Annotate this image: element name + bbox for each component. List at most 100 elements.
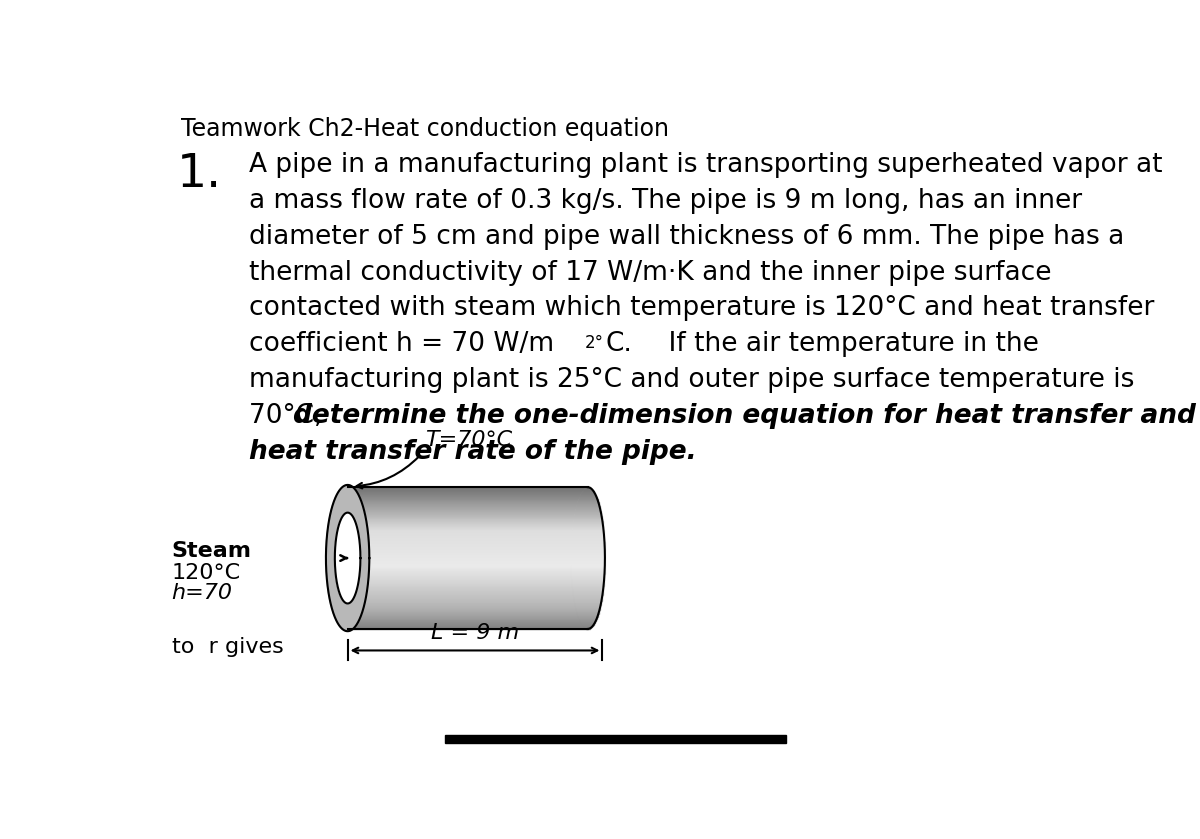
- Bar: [348, 624, 588, 625]
- Bar: [348, 625, 588, 626]
- Bar: [348, 565, 588, 566]
- Bar: [348, 491, 588, 492]
- Bar: [576, 508, 600, 509]
- Text: Teamwork Ch2-Heat conduction equation: Teamwork Ch2-Heat conduction equation: [181, 117, 670, 141]
- Bar: [348, 548, 588, 549]
- Bar: [348, 599, 588, 600]
- Bar: [348, 580, 588, 581]
- Bar: [348, 572, 588, 573]
- Bar: [572, 527, 604, 528]
- Bar: [348, 541, 588, 542]
- Bar: [348, 527, 588, 528]
- Bar: [348, 615, 588, 616]
- Bar: [572, 533, 604, 534]
- Bar: [572, 581, 604, 582]
- Bar: [348, 535, 588, 536]
- Bar: [572, 592, 602, 593]
- Bar: [571, 557, 605, 558]
- Bar: [348, 490, 588, 491]
- Bar: [577, 503, 599, 504]
- Bar: [576, 505, 599, 506]
- Bar: [574, 599, 601, 600]
- Bar: [348, 610, 588, 611]
- Bar: [580, 618, 596, 619]
- Bar: [571, 552, 605, 554]
- Bar: [571, 539, 605, 540]
- Bar: [571, 547, 605, 548]
- Bar: [574, 595, 602, 596]
- Bar: [348, 607, 588, 608]
- Bar: [348, 556, 588, 557]
- Bar: [572, 529, 604, 531]
- Bar: [571, 559, 605, 560]
- Bar: [348, 587, 588, 588]
- Bar: [348, 594, 588, 595]
- Bar: [348, 604, 588, 605]
- Bar: [571, 542, 605, 543]
- Bar: [581, 622, 595, 623]
- Text: heat transfer rate of the pipe.: heat transfer rate of the pipe.: [250, 439, 697, 465]
- Bar: [348, 579, 588, 580]
- Bar: [586, 628, 590, 629]
- Bar: [576, 509, 600, 510]
- Bar: [572, 589, 604, 590]
- Bar: [571, 567, 605, 569]
- Bar: [348, 578, 588, 579]
- Bar: [348, 603, 588, 604]
- Bar: [348, 552, 588, 554]
- Bar: [571, 551, 605, 552]
- Bar: [348, 511, 588, 512]
- Bar: [575, 601, 601, 602]
- Bar: [348, 558, 588, 559]
- Bar: [571, 534, 604, 535]
- Bar: [571, 577, 605, 578]
- Bar: [348, 539, 588, 540]
- Bar: [348, 600, 588, 601]
- Bar: [572, 526, 604, 527]
- Bar: [348, 546, 588, 547]
- Bar: [348, 609, 588, 610]
- Bar: [348, 502, 588, 503]
- Bar: [575, 513, 601, 514]
- Bar: [584, 627, 592, 628]
- Text: thermal conductivity of 17 W/m·K and the inner pipe surface: thermal conductivity of 17 W/m·K and the…: [250, 260, 1051, 286]
- Bar: [348, 523, 588, 524]
- Bar: [571, 565, 605, 566]
- Bar: [348, 488, 588, 489]
- Bar: [348, 593, 588, 594]
- Bar: [348, 545, 588, 546]
- Bar: [571, 558, 605, 559]
- Bar: [571, 555, 605, 556]
- Bar: [348, 525, 588, 526]
- Bar: [575, 510, 600, 511]
- Text: 2°: 2°: [584, 335, 604, 352]
- Bar: [348, 618, 588, 619]
- Bar: [577, 500, 598, 502]
- Bar: [348, 596, 588, 597]
- Bar: [572, 586, 604, 587]
- Bar: [348, 562, 588, 563]
- Bar: [348, 495, 588, 496]
- Bar: [572, 587, 604, 588]
- Bar: [575, 512, 601, 513]
- Bar: [580, 495, 595, 496]
- Bar: [348, 582, 588, 584]
- Bar: [348, 517, 588, 518]
- Bar: [578, 616, 598, 617]
- Bar: [348, 576, 588, 577]
- Bar: [580, 497, 596, 498]
- Bar: [348, 518, 588, 519]
- Bar: [574, 600, 601, 601]
- Bar: [348, 586, 588, 587]
- Bar: [348, 563, 588, 564]
- Bar: [348, 519, 588, 520]
- Bar: [348, 506, 588, 507]
- Bar: [571, 549, 605, 550]
- Text: diameter of 5 cm and pipe wall thickness of 6 mm. The pipe has a: diameter of 5 cm and pipe wall thickness…: [250, 224, 1124, 250]
- Bar: [348, 597, 588, 599]
- Bar: [574, 520, 602, 521]
- Bar: [348, 507, 588, 508]
- Text: manufacturing plant is 25°C and outer pipe surface temperature is: manufacturing plant is 25°C and outer pi…: [250, 367, 1134, 393]
- Text: 120°C: 120°C: [172, 563, 241, 582]
- Bar: [571, 537, 605, 539]
